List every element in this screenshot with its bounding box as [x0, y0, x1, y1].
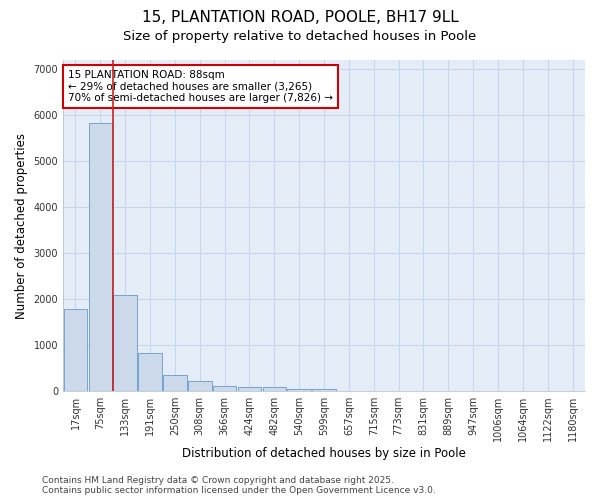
- Bar: [64, 309, 87, 391]
- Text: Size of property relative to detached houses in Poole: Size of property relative to detached ho…: [124, 30, 476, 43]
- Bar: [287, 388, 311, 391]
- Bar: [263, 388, 286, 391]
- Bar: [138, 354, 162, 391]
- Text: 15 PLANTATION ROAD: 88sqm
← 29% of detached houses are smaller (3,265)
70% of se: 15 PLANTATION ROAD: 88sqm ← 29% of detac…: [68, 70, 333, 103]
- Bar: [89, 124, 112, 391]
- Text: 15, PLANTATION ROAD, POOLE, BH17 9LL: 15, PLANTATION ROAD, POOLE, BH17 9LL: [142, 10, 458, 25]
- Text: Contains HM Land Registry data © Crown copyright and database right 2025.
Contai: Contains HM Land Registry data © Crown c…: [42, 476, 436, 495]
- Bar: [113, 295, 137, 391]
- Bar: [213, 386, 236, 391]
- Y-axis label: Number of detached properties: Number of detached properties: [15, 132, 28, 318]
- Bar: [312, 389, 336, 391]
- Bar: [238, 386, 261, 391]
- X-axis label: Distribution of detached houses by size in Poole: Distribution of detached houses by size …: [182, 447, 466, 460]
- Bar: [188, 382, 212, 391]
- Bar: [163, 374, 187, 391]
